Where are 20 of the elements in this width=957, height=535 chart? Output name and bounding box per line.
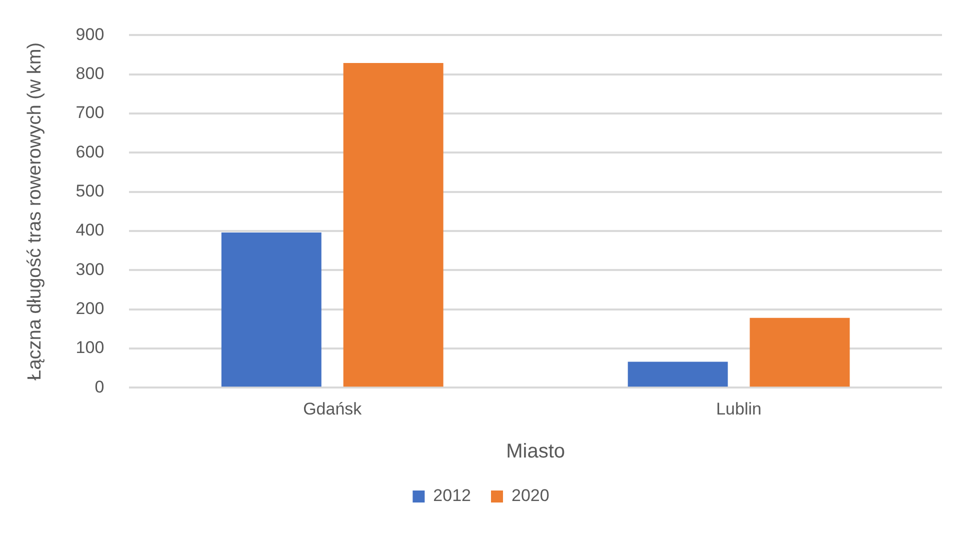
- legend-label: 2012: [433, 486, 472, 506]
- y-tick-label: 500: [76, 182, 104, 201]
- y-tick-label: 700: [76, 103, 104, 122]
- x-tick-label: Gdańsk: [303, 399, 362, 418]
- y-tick-label: 200: [76, 298, 104, 318]
- x-tick-label: Lublin: [716, 399, 762, 418]
- y-tick-label: 100: [76, 338, 104, 358]
- bar: [221, 232, 322, 387]
- bar: [750, 318, 850, 387]
- bar: [343, 63, 444, 387]
- y-tick-label: 300: [76, 260, 104, 279]
- bar: [628, 362, 728, 387]
- y-tick-label: 0: [94, 377, 104, 396]
- y-axis-title: Łączna długość tras rowerowych (w km): [24, 42, 46, 380]
- y-tick-label: 600: [76, 142, 104, 162]
- y-tick-label: 400: [76, 220, 104, 240]
- y-tick-label: 900: [76, 24, 104, 44]
- legend-label: 2020: [512, 486, 550, 506]
- y-tick-label: 800: [76, 64, 104, 84]
- x-axis-title: Miasto: [506, 440, 566, 463]
